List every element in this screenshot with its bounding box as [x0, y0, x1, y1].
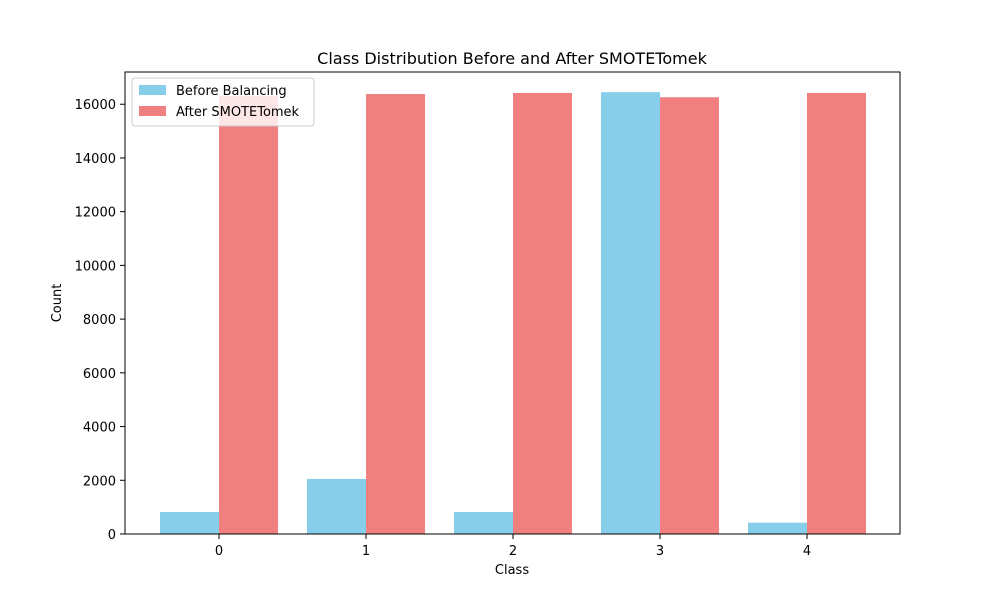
- y-tick-label: 16000: [75, 98, 116, 113]
- bar-after-class-0: [219, 96, 278, 535]
- legend-label-before: Before Balancing: [176, 84, 287, 99]
- y-tick-label: 14000: [75, 152, 116, 167]
- x-tick-label: 1: [362, 544, 370, 559]
- y-axis: 0 2000 4000 6000 8000 10000 12000 14000 16000: [75, 98, 125, 543]
- x-tick-label: 4: [803, 544, 811, 559]
- chart-title: Class Distribution Before and After SMOT…: [317, 49, 707, 68]
- legend-label-after: After SMOTETomek: [176, 105, 300, 120]
- x-tick-label: 0: [215, 544, 223, 559]
- y-tick-label: 12000: [75, 206, 116, 221]
- legend: Before Balancing After SMOTETomek: [131, 77, 315, 127]
- bar-after-class-3: [660, 97, 719, 534]
- x-tick-label: 2: [509, 544, 517, 559]
- bar-after-class-1: [366, 94, 425, 535]
- y-tick-label: 0: [108, 528, 116, 543]
- x-tick-label: 3: [656, 544, 664, 559]
- legend-box: [131, 77, 315, 127]
- y-tick-label: 6000: [83, 367, 116, 382]
- y-axis-label: Count: [50, 284, 65, 323]
- bar-after-class-4: [807, 92, 866, 534]
- legend-swatch-after: [139, 106, 166, 116]
- bar-before-class-1: [307, 478, 366, 534]
- y-tick-label: 10000: [75, 259, 116, 274]
- bar-after-class-2: [513, 92, 572, 534]
- bar-before-class-3: [601, 92, 660, 534]
- y-tick-label: 4000: [83, 421, 116, 436]
- x-axis-label: Class: [495, 563, 529, 578]
- y-tick-label: 2000: [83, 474, 116, 489]
- bars-layer: [160, 92, 866, 535]
- bar-before-class-2: [454, 511, 513, 534]
- y-tick-label: 8000: [83, 313, 116, 328]
- bar-before-class-4: [748, 522, 807, 534]
- bar-before-class-0: [160, 511, 219, 534]
- legend-swatch-before: [139, 85, 166, 95]
- x-axis: 0 1 2 3 4: [215, 534, 811, 559]
